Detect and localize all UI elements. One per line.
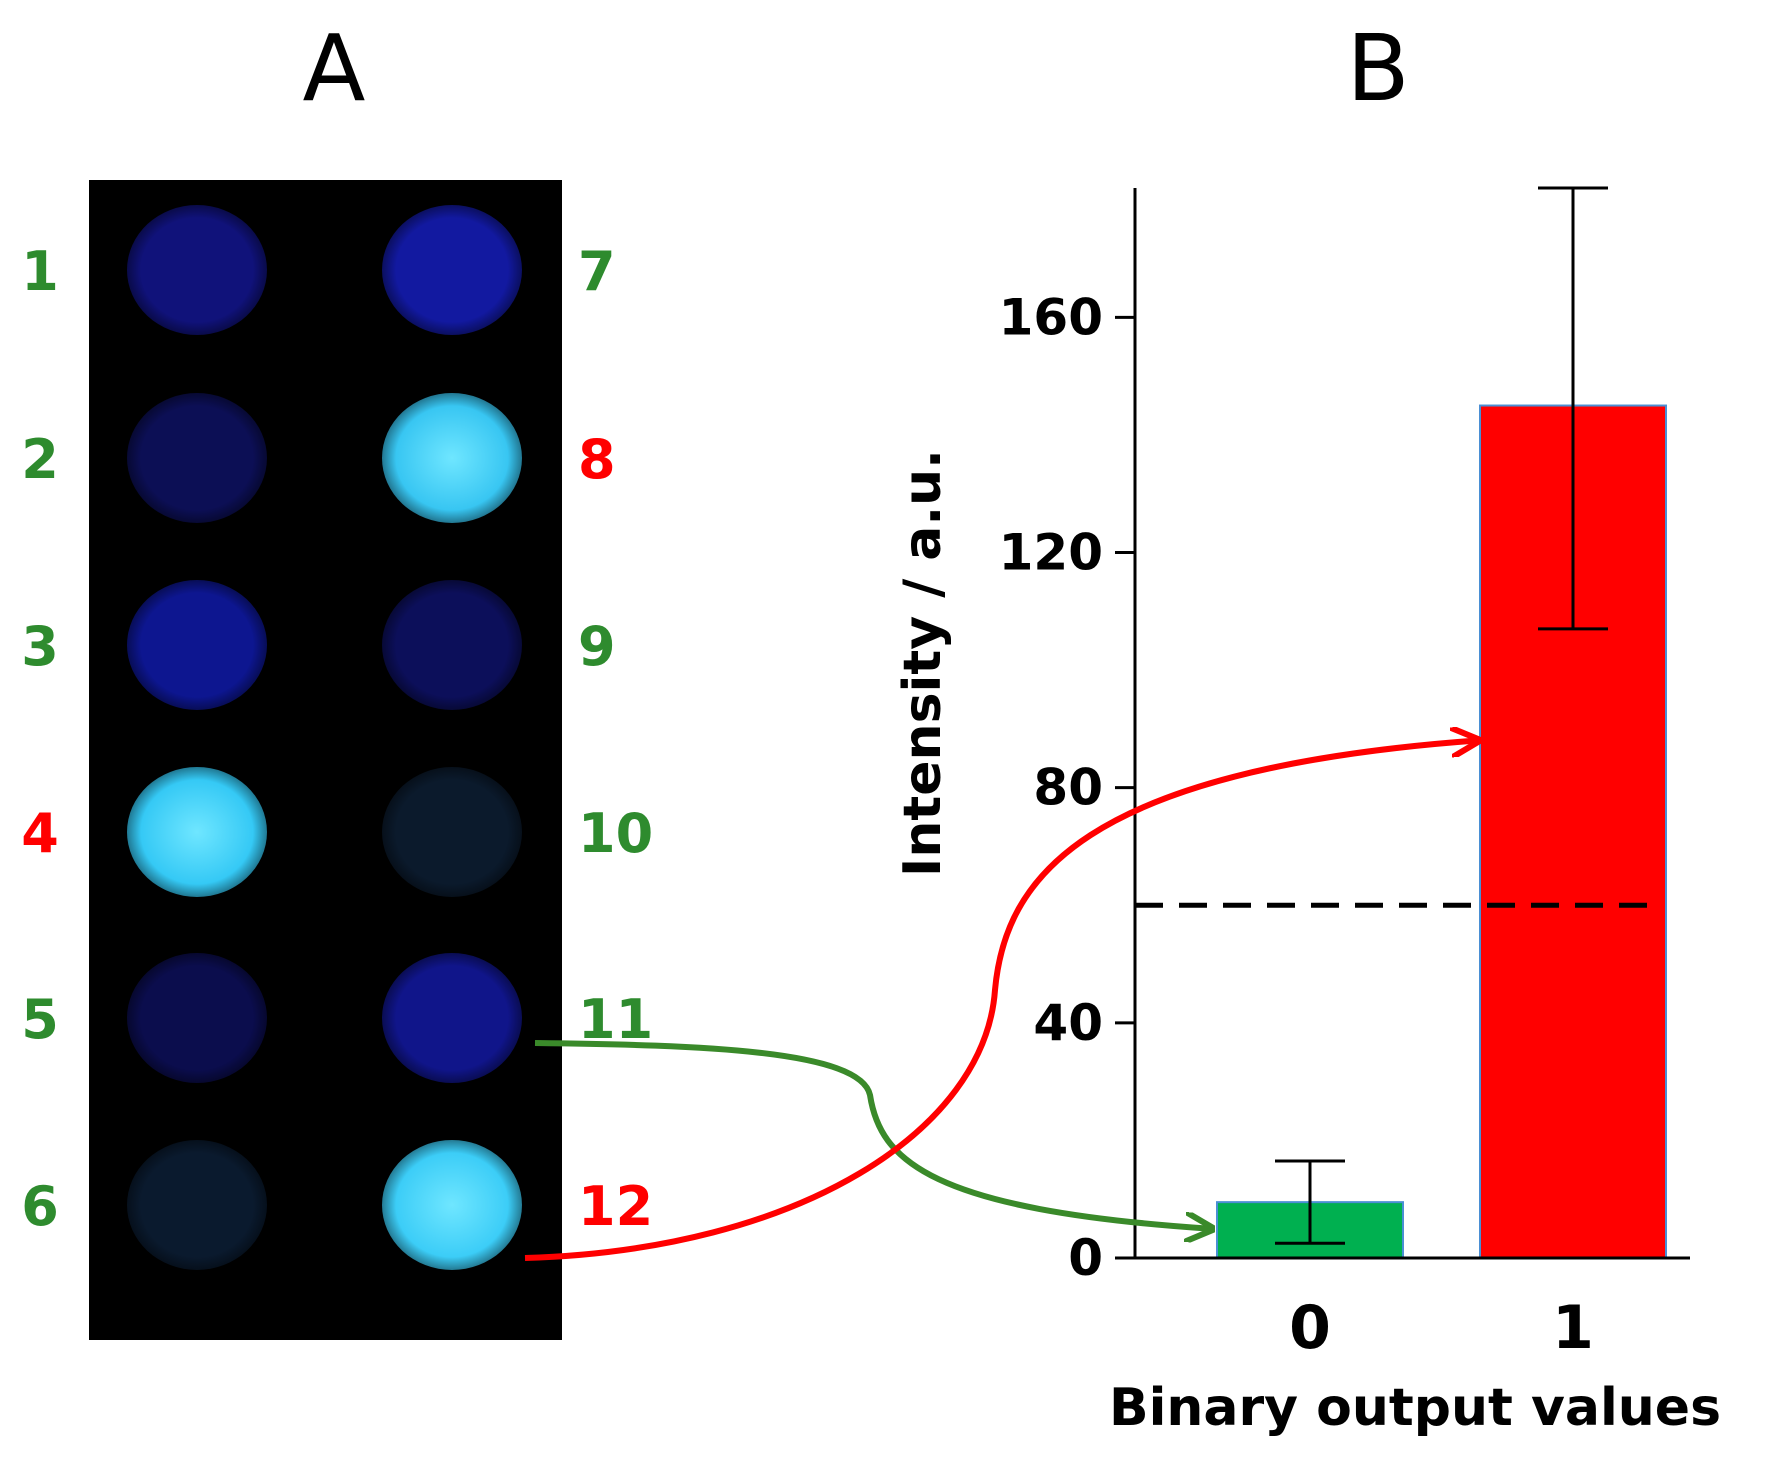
spot-label-6: 6 (21, 1175, 59, 1238)
y-tick-label: 0 (1068, 1229, 1103, 1287)
spot-label-12: 12 (578, 1175, 653, 1238)
x-category-label-0: 0 (1289, 1293, 1331, 1363)
y-tick-label: 160 (999, 288, 1103, 346)
spot-label-9: 9 (578, 615, 616, 678)
spot-label-5: 5 (21, 988, 59, 1051)
arrow-spot11-to-output0 (534, 1040, 1209, 1229)
fluorescent-spot-11 (382, 953, 522, 1083)
spot-label-3: 3 (21, 615, 59, 678)
panel-a-letter: A (303, 15, 366, 122)
fluorescent-spot-4 (127, 767, 267, 897)
fluorescent-spot-6 (127, 1140, 267, 1270)
y-axis-title: Intensity / a.u. (893, 449, 953, 877)
spot-label-2: 2 (21, 428, 59, 491)
fluorescent-spot-10 (382, 767, 522, 897)
fluorescent-spot-2 (127, 393, 267, 523)
spot-label-11: 11 (578, 988, 653, 1051)
fluorescent-spot-1 (127, 205, 267, 335)
spot-group (127, 205, 522, 1270)
fluorescent-spot-12 (382, 1140, 522, 1270)
bar-chart: 0 40 80 120 160 0 1 Intensity / a.u. Binary o… (893, 186, 1721, 1438)
fluorescent-spot-3 (127, 580, 267, 710)
fluorescent-spot-5 (127, 953, 267, 1083)
spot-label-10: 10 (578, 802, 653, 865)
spot-label-1: 1 (21, 240, 59, 303)
spot-label-8: 8 (578, 428, 616, 491)
fluorescent-spot-9 (382, 580, 522, 710)
y-tick-label: 80 (1033, 759, 1103, 817)
arrow-spot12-to-output1 (524, 741, 1475, 1261)
y-tick-label: 40 (1033, 994, 1103, 1052)
y-tick-label: 120 (999, 524, 1103, 582)
spot-label-7: 7 (578, 240, 616, 303)
fluorescent-spot-8 (382, 393, 522, 523)
panel-b-letter: B (1346, 15, 1409, 122)
x-category-label-1: 1 (1552, 1293, 1594, 1363)
spot-label-4: 4 (21, 802, 59, 865)
fluorescent-spot-7 (382, 205, 522, 335)
x-axis-title: Binary output values (1109, 1378, 1721, 1438)
